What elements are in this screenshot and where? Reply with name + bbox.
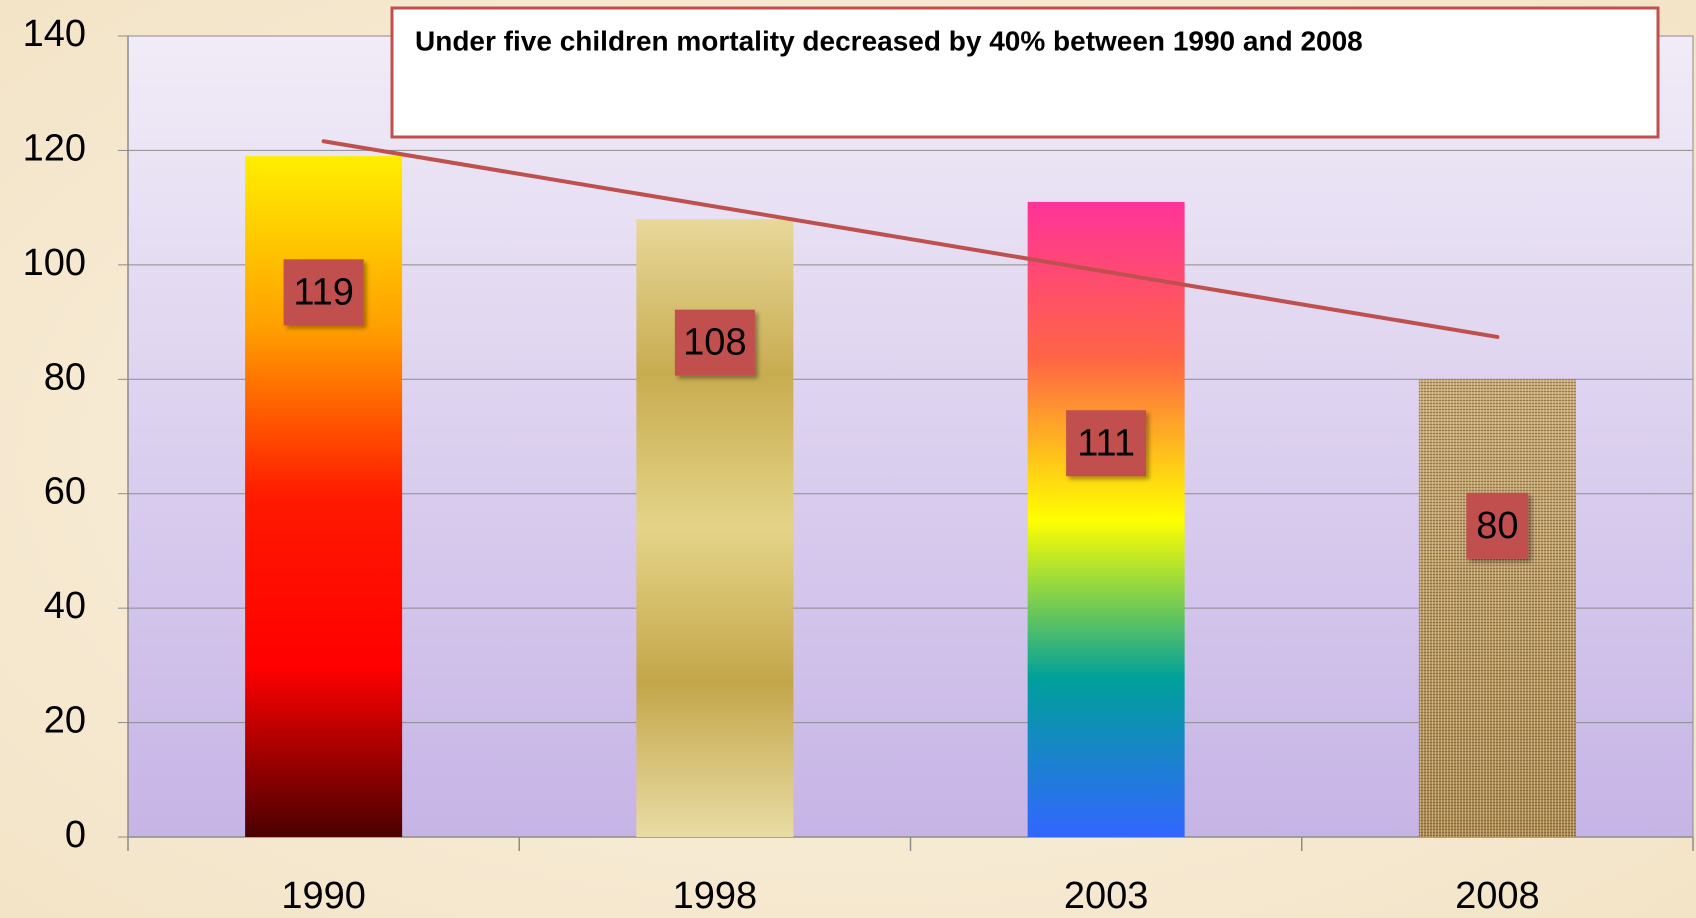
value-label-box bbox=[1066, 410, 1147, 477]
annotation-box bbox=[390, 6, 1660, 139]
trend-line bbox=[321, 139, 1500, 339]
y-tick-label: 120 bbox=[23, 127, 86, 169]
y-tick-label: 80 bbox=[44, 356, 86, 398]
x-tick-label: 1998 bbox=[673, 875, 758, 917]
y-tick-label: 40 bbox=[44, 585, 86, 627]
value-label-box bbox=[1466, 492, 1529, 559]
value-label: 80 bbox=[1476, 505, 1518, 547]
x-tick-label: 1990 bbox=[281, 875, 366, 917]
value-label-box bbox=[283, 259, 364, 326]
annotation: Under five children mortality decreased … bbox=[415, 25, 1363, 56]
value-label-box bbox=[674, 309, 755, 376]
bar-texture bbox=[1418, 379, 1576, 837]
value-label: 108 bbox=[683, 322, 746, 364]
value-label: 111 bbox=[1077, 422, 1135, 464]
x-tick-label: 2003 bbox=[1064, 875, 1149, 917]
bar bbox=[245, 156, 403, 837]
y-tick-label: 100 bbox=[23, 242, 86, 284]
y-tick-label: 140 bbox=[23, 13, 86, 55]
x-tick-label: 2008 bbox=[1455, 875, 1540, 917]
bar bbox=[1027, 201, 1185, 837]
y-tick-label: 0 bbox=[65, 814, 86, 856]
value-label: 119 bbox=[293, 271, 354, 313]
y-tick-label: 60 bbox=[44, 471, 86, 513]
y-tick-label: 20 bbox=[44, 700, 86, 742]
